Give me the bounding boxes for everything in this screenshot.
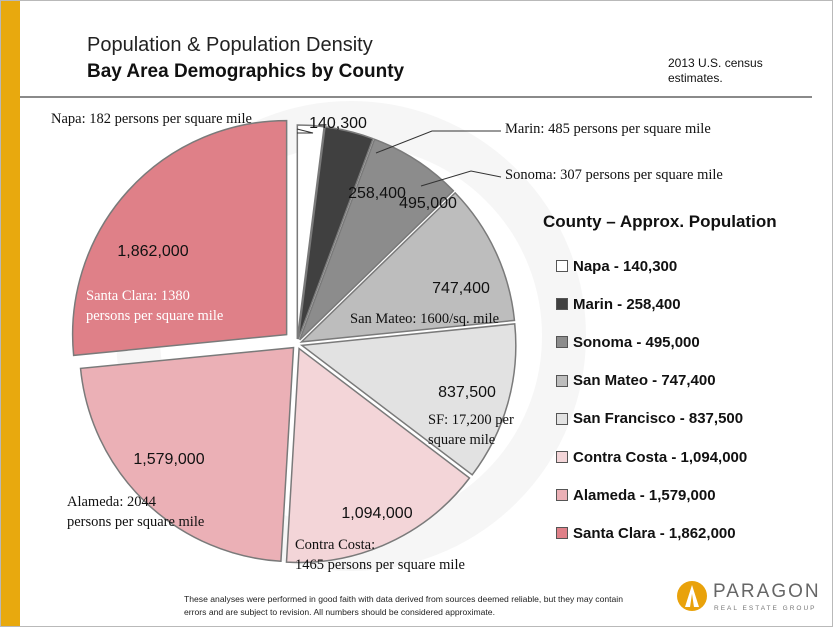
leader-line [420, 170, 502, 187]
value-label: 495,000 [399, 195, 457, 212]
legend-swatch [556, 451, 568, 463]
legend-swatch [556, 374, 568, 387]
legend-label: Alameda - 1,579,000 [573, 486, 716, 504]
value-label: 258,400 [348, 185, 406, 202]
pie-slice-alameda [79, 346, 295, 563]
legend-label: San Francisco - 837,500 [573, 410, 744, 428]
pie-slice-san-mateo [299, 191, 516, 343]
pie-slice-san-francisco [299, 323, 517, 476]
legend-swatch [556, 527, 568, 540]
density-label: Napa: 182 persons per square mile [51, 111, 252, 127]
pie-slice-sonoma [299, 138, 455, 341]
density-label: Marin: 485 persons per square mile [505, 121, 711, 137]
legend-label: Santa Clara - 1,862,000 [573, 524, 736, 542]
legend-item: Sonoma - 495,000 [556, 331, 700, 353]
value-label: 747,400 [432, 280, 490, 297]
pie-slice-marin [297, 125, 374, 340]
logo-name: PARAGON [713, 581, 821, 602]
legend-label: San Mateo - 747,400 [573, 372, 716, 390]
logo-tagline: REAL ESTATE GROUP [714, 605, 817, 612]
density-label: San Mateo: 1600/sq. mile [350, 311, 499, 327]
leader-line [296, 128, 314, 134]
density-label: Sonoma: 307 persons per square mile [505, 167, 723, 183]
density-label: Contra Costa: 1465 persons per square mil… [295, 537, 465, 573]
legend-swatch [556, 412, 568, 425]
legend-swatch [556, 260, 568, 272]
value-label: 1,579,000 [133, 451, 204, 468]
legend-label: Contra Costa - 1,094,000 [573, 448, 748, 466]
density-label: Santa Clara: 1380 persons per square mile [86, 288, 223, 324]
accent-bar [1, 1, 20, 626]
legend-item: Marin - 258,400 [556, 293, 681, 315]
value-label: 1,862,000 [117, 243, 188, 260]
value-label: 837,500 [438, 384, 496, 401]
legend-item: Santa Clara - 1,862,000 [556, 522, 736, 544]
footnote: These analyses were performed in good fa… [184, 594, 623, 617]
census-note: 2013 U.S. census estimates. [668, 56, 763, 85]
value-label: 140,300 [309, 115, 367, 132]
legend-swatch [556, 298, 568, 311]
leader-line [375, 130, 501, 154]
chart-title: Population & Population Density [87, 34, 373, 56]
logo-icon [677, 581, 707, 611]
legend-item: Napa - 140,300 [556, 255, 677, 277]
density-label: SF: 17,200 per square mile [428, 412, 514, 448]
legend-item: San Francisco - 837,500 [556, 408, 743, 430]
pie-slice-napa [296, 124, 325, 340]
paragon-logo: PARAGON REAL ESTATE GROUP [677, 579, 827, 619]
legend-item: Contra Costa - 1,094,000 [556, 446, 747, 468]
value-label: 1,094,000 [341, 505, 412, 522]
title-divider [20, 96, 812, 98]
legend-label: Marin - 258,400 [573, 295, 681, 313]
legend-label: Sonoma - 495,000 [573, 333, 700, 351]
legend-item: Alameda - 1,579,000 [556, 484, 716, 506]
pie-slice-contra-costa [285, 347, 471, 564]
pie-slice-santa-clara [71, 119, 288, 357]
density-label: Alameda: 2044 persons per square mile [67, 494, 204, 530]
legend-title: County – Approx. Population [543, 212, 777, 231]
legend-swatch [556, 489, 568, 502]
legend-label: Napa - 140,300 [573, 257, 678, 275]
legend-item: San Mateo - 747,400 [556, 370, 716, 392]
legend-swatch [556, 336, 568, 349]
chart-subtitle: Bay Area Demographics by County [87, 61, 405, 82]
